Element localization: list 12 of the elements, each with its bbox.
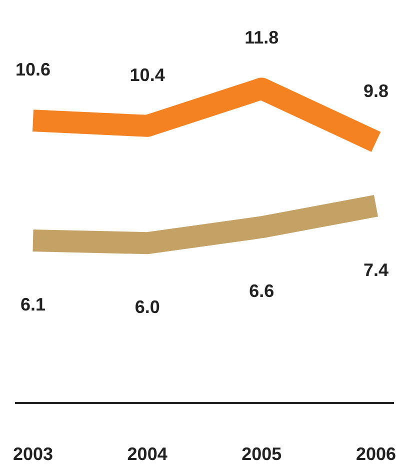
- data-label: 9.8: [363, 80, 389, 101]
- x-tick-label: 2003: [12, 444, 54, 464]
- data-label: 10.6: [15, 60, 51, 80]
- x-tick-label: 2006: [356, 444, 396, 464]
- x-tick-label: 2005: [242, 444, 282, 464]
- x-tick-label: 2004: [127, 444, 168, 464]
- data-label: 6.0: [134, 297, 160, 318]
- data-label: 11.8: [244, 28, 279, 48]
- data-label: 6.1: [20, 294, 46, 314]
- data-label: 7.4: [363, 260, 389, 280]
- data-label: 10.4: [130, 64, 165, 85]
- data-label: 6.6: [249, 281, 274, 302]
